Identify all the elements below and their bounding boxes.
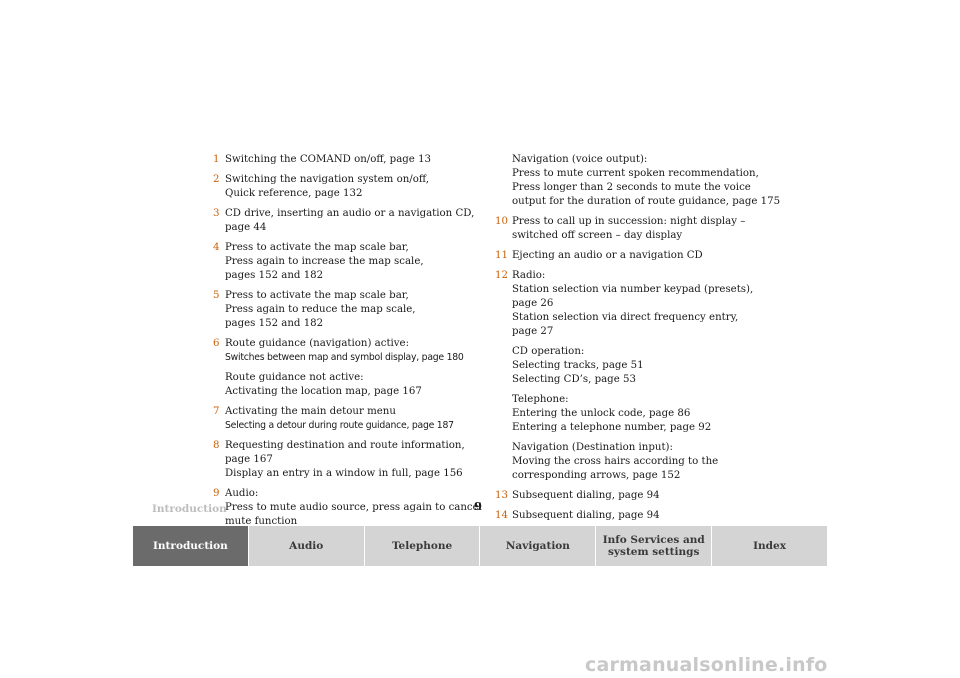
list-item-8: 8 Requesting destination and route inform…	[213, 439, 478, 481]
item-text-line: Selecting tracks, page 51	[512, 360, 644, 371]
item-text-line: pages 152 and 182	[225, 270, 324, 281]
item-text-line: Navigation (voice output):	[512, 154, 648, 165]
item-text-line: Press again to reduce the map scale,	[225, 304, 416, 315]
item-text-line: CD operation:	[512, 346, 585, 357]
item-text-line: Press longer than 2 seconds to mute the …	[512, 182, 751, 193]
item-number: 1	[213, 154, 220, 165]
item-paragraph: Route guidance not active: Activating the…	[225, 371, 478, 399]
item-text-line: page 27	[512, 326, 554, 337]
item-number: 3	[213, 208, 220, 219]
item-number: 4	[213, 242, 220, 253]
item-text-line: Entering the unlock code, page 86	[512, 408, 691, 419]
item-text-line: switched off screen – day display	[512, 230, 683, 241]
item-text-line: output for the duration of route guidanc…	[512, 196, 781, 207]
item-text-line: Press to mute audio source, press again …	[225, 502, 482, 513]
item-text-line: Subsequent dialing, page 94	[512, 510, 660, 521]
left-column: 1 Switching the COMAND on/off, page 13 2 Sw…	[213, 153, 482, 535]
item-text-line: Selecting a detour during route guidance…	[225, 420, 454, 431]
item-number: 10	[495, 216, 508, 227]
watermark-text: carmanualsonline.info	[585, 654, 828, 676]
list-item-9: 9 Audio: Press to mute audio source, press…	[213, 487, 482, 529]
list-item-14: 14 Subsequent dialing, page 94	[495, 509, 767, 523]
tab-introduction[interactable]: Introduction	[133, 526, 249, 566]
item-number: 2	[213, 174, 220, 185]
item-text-line: Radio:	[512, 270, 546, 281]
item-text-line: Press again to increase the map scale,	[225, 256, 424, 267]
tab-navigation[interactable]: Navigation	[480, 526, 597, 566]
item-text-line: Quick reference, page 132	[225, 188, 363, 199]
item-number: 11	[495, 250, 508, 261]
item-text-line: mute function	[225, 516, 298, 527]
list-item-1: 1 Switching the COMAND on/off, page 13	[213, 153, 478, 167]
item-text-line: page 167	[225, 454, 273, 465]
item-text-line: Audio:	[225, 488, 259, 499]
item-text-line: Display an entry in a window in full, pa…	[225, 468, 463, 479]
list-item-4: 4 Press to activate the map scale bar, Pre…	[213, 241, 478, 283]
tab-audio[interactable]: Audio	[248, 526, 365, 566]
item-text-line: Press to activate the map scale bar,	[225, 290, 409, 301]
page-number: 9	[474, 499, 483, 513]
list-item-7: 7 Activating the main detour menu Selectin…	[213, 405, 478, 433]
item-text-line: page 26	[512, 298, 554, 309]
item-text-line: Entering a telephone number, page 92	[512, 422, 712, 433]
item-text-line: Activating the main detour menu	[225, 406, 396, 417]
item-text-line: Requesting destination and route informa…	[225, 440, 465, 451]
item-text-line: Switching the navigation system on/off,	[225, 174, 429, 185]
list-item-11: 11 Ejecting an audio or a navigation CD	[495, 249, 767, 263]
item-text-line: Press to call up in succession: night di…	[512, 216, 746, 227]
item-number: 6	[213, 338, 220, 349]
item-text-line: CD drive, inserting an audio or a naviga…	[225, 208, 475, 219]
item-text-line: Selecting CD’s, page 53	[512, 374, 636, 385]
tab-label: Audio	[289, 540, 324, 552]
list-item-6: 6 Route guidance (navigation) active: Swit…	[213, 337, 478, 399]
item-number: 5	[213, 290, 220, 301]
navigation-voice-output-note: Navigation (voice output): Press to mute …	[497, 153, 781, 209]
item-text-line: Station selection via direct frequency e…	[512, 312, 739, 323]
tab-label: Info Services and system settings	[602, 534, 705, 558]
item-paragraph: Navigation (Destination input): Moving th…	[512, 441, 767, 483]
item-text-line: Telephone:	[512, 394, 569, 405]
item-number: 7	[213, 406, 220, 417]
item-text-line: Route guidance (navigation) active:	[225, 338, 410, 349]
item-text-line: Subsequent dialing, page 94	[512, 490, 660, 501]
item-text-line: Ejecting an audio or a navigation CD	[512, 250, 703, 261]
item-number: 13	[495, 490, 508, 501]
tab-telephone[interactable]: Telephone	[364, 526, 481, 566]
tab-info-services-and-system-settings[interactable]: Info Services and system settings	[596, 526, 713, 566]
item-text-line: pages 152 and 182	[225, 318, 324, 329]
item-paragraph: CD operation: Selecting tracks, page 51 Se…	[512, 345, 767, 387]
item-text-line: Moving the cross hairs according to the	[512, 456, 719, 467]
item-text-line: Press to mute current spoken recommendat…	[512, 168, 759, 179]
section-label: Introduction	[152, 503, 227, 515]
item-paragraph: Telephone: Entering the unlock code, page…	[512, 393, 767, 435]
list-item-5: 5 Press to activate the map scale bar, Pre…	[213, 289, 478, 331]
list-item-3: 3 CD drive, inserting an audio or a navig…	[213, 207, 478, 235]
item-number: 14	[495, 510, 508, 521]
item-text-line: Station selection via number keypad (pre…	[512, 284, 754, 295]
tab-label: Index	[753, 540, 786, 552]
list-item-2: 2 Switching the navigation system on/off,…	[213, 173, 478, 201]
item-number: 8	[213, 440, 220, 451]
item-text-line: Route guidance not active:	[225, 372, 364, 383]
item-text-line: Press to activate the map scale bar,	[225, 242, 409, 253]
right-column: Navigation (voice output): Press to mute …	[495, 153, 781, 529]
tab-index[interactable]: Index	[712, 526, 827, 566]
tab-label: Introduction	[153, 540, 228, 552]
tab-label: Navigation	[505, 540, 570, 552]
item-number: 12	[495, 270, 508, 281]
list-item-13: 13 Subsequent dialing, page 94	[495, 489, 767, 503]
item-text-line: Navigation (Destination input):	[512, 442, 673, 453]
item-text-line: page 44	[225, 222, 267, 233]
tab-bar: Introduction Audio Telephone Navigation Info…	[133, 526, 827, 566]
item-text-line: corresponding arrows, page 152	[512, 470, 681, 481]
item-number: 9	[213, 488, 220, 499]
item-text-line: Switching the COMAND on/off, page 13	[225, 154, 432, 165]
item-text-line: Activating the location map, page 167	[225, 386, 422, 397]
tab-label: Telephone	[391, 540, 453, 552]
item-text-line: Switches between map and symbol display,…	[225, 352, 464, 363]
list-item-12: 12 Radio: Station selection via number key…	[495, 269, 767, 483]
list-item-10: 10 Press to call up in succession: night …	[495, 215, 767, 243]
